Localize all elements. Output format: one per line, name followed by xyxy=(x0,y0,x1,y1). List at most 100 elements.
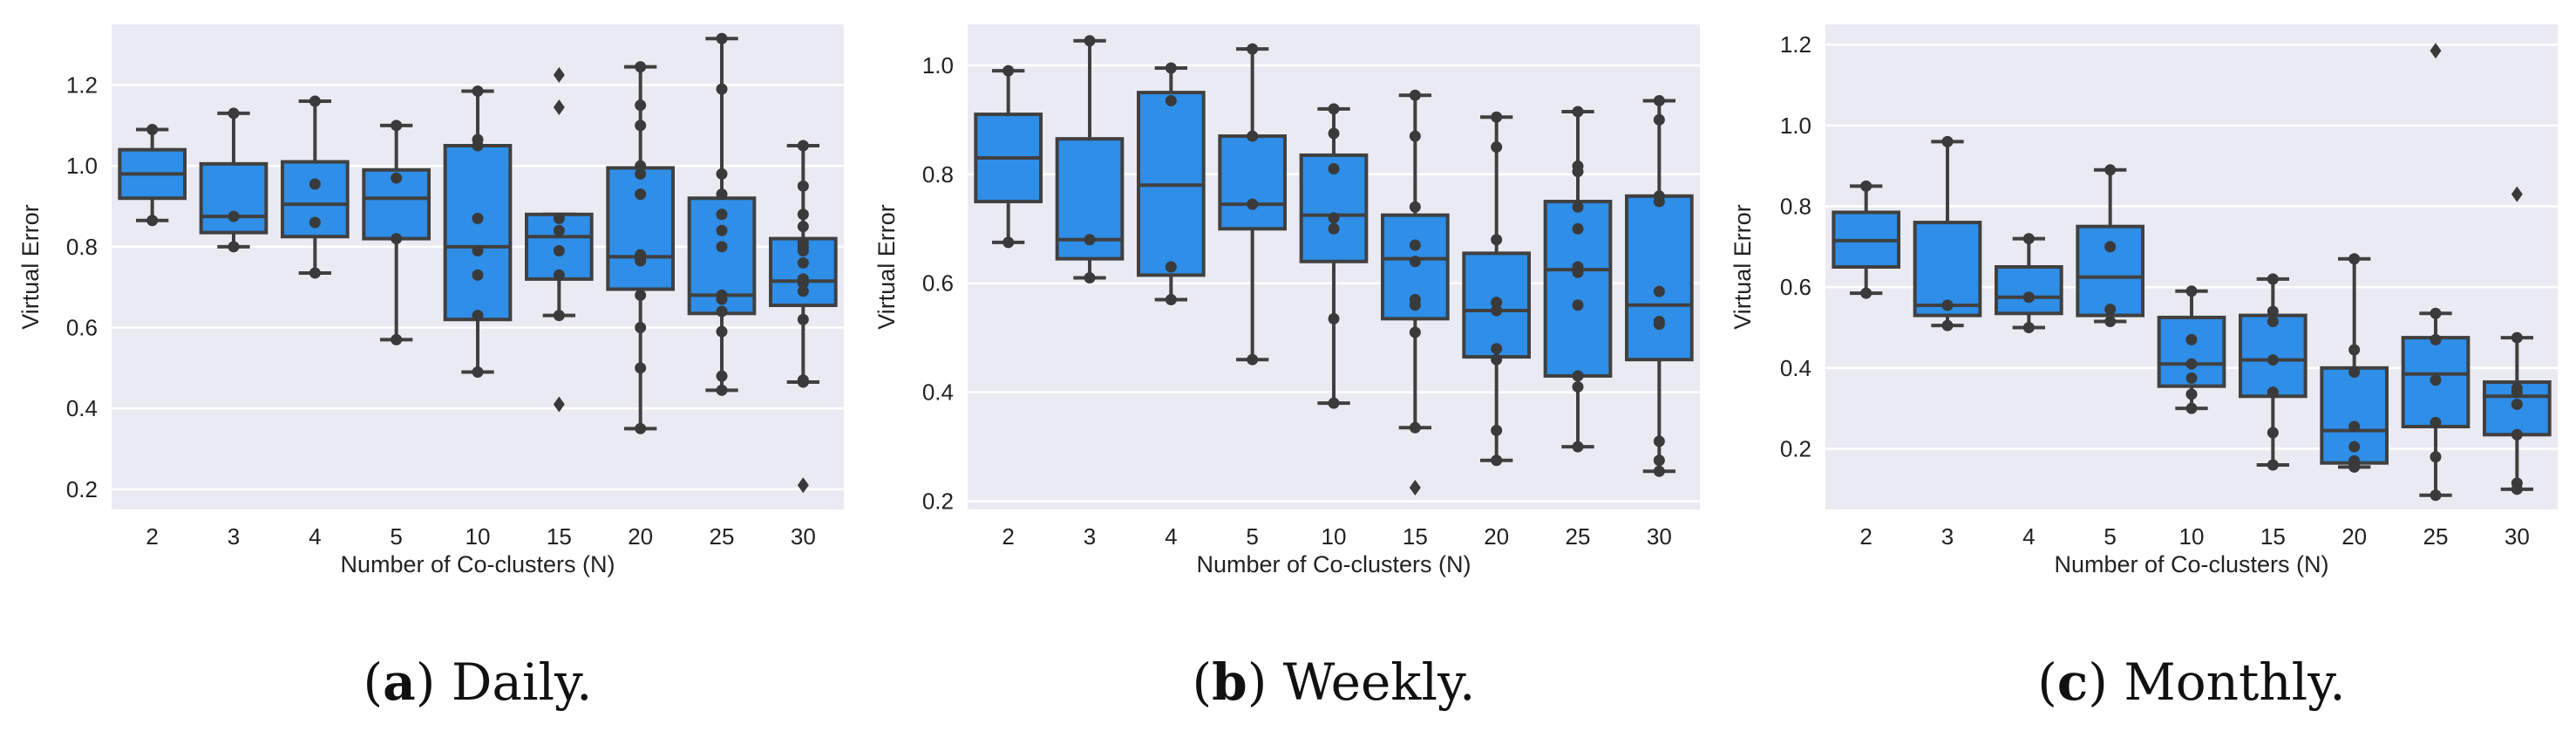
x-tick-label: 3 xyxy=(228,523,240,550)
data-point xyxy=(2104,241,2117,253)
data-point xyxy=(1247,198,1259,210)
data-point xyxy=(1572,261,1584,273)
data-point xyxy=(1409,239,1421,251)
box-group xyxy=(118,123,187,227)
y-tick-label: 0.8 xyxy=(922,161,954,188)
data-point xyxy=(797,313,809,325)
box-group xyxy=(769,140,838,494)
data-point xyxy=(1084,271,1096,284)
data-point xyxy=(391,333,403,345)
x-tick-label: 10 xyxy=(466,523,491,550)
data-point xyxy=(2022,322,2035,333)
data-point xyxy=(1409,89,1421,101)
data-point xyxy=(228,241,240,253)
data-point xyxy=(2267,386,2279,399)
x-tick-label: 3 xyxy=(1941,523,1954,550)
box xyxy=(443,144,513,322)
x-tick-label: 4 xyxy=(1165,523,1177,550)
caption-c: (c) Monthly. xyxy=(2037,652,2345,712)
data-point xyxy=(635,61,647,73)
data-point xyxy=(1328,103,1340,115)
data-point xyxy=(2348,420,2361,433)
box-group xyxy=(606,61,675,434)
box-group xyxy=(199,107,268,253)
data-point xyxy=(2348,366,2361,378)
outlier-marker xyxy=(2511,186,2523,202)
data-point xyxy=(2267,305,2279,318)
data-point xyxy=(1165,261,1177,273)
data-point xyxy=(228,107,240,120)
data-point xyxy=(716,167,728,180)
data-point xyxy=(797,236,809,249)
box xyxy=(199,161,268,235)
data-point xyxy=(1653,435,1665,447)
data-point xyxy=(716,241,728,253)
boxes-a xyxy=(118,32,838,494)
y-tick-label: 1.2 xyxy=(66,72,98,99)
data-point xyxy=(1653,113,1665,126)
box-group xyxy=(974,65,1043,249)
data-point xyxy=(1003,236,1015,249)
data-point xyxy=(1491,343,1503,355)
boxes-c xyxy=(1832,43,2552,502)
data-point xyxy=(716,325,728,338)
x-axis-label-a: Number of Co-clusters (N) xyxy=(340,551,615,577)
box-group xyxy=(281,95,350,279)
data-point xyxy=(2185,402,2198,414)
panel-c: 0.2 0.4 0.6 0.8 1.0 1.2 2 3 4 5 10 15 20 25 30 Number… xyxy=(1730,24,2558,712)
x-tick-label: 10 xyxy=(2179,523,2205,550)
data-point xyxy=(2430,489,2442,502)
box xyxy=(1218,134,1288,231)
data-point xyxy=(1084,35,1096,47)
data-point xyxy=(1491,141,1503,154)
x-tick-label: 5 xyxy=(2104,523,2116,550)
data-point xyxy=(391,172,403,184)
data-point xyxy=(472,212,484,224)
data-point xyxy=(797,256,809,269)
box-group xyxy=(1218,43,1288,366)
x-tick-label: 25 xyxy=(2423,523,2449,550)
data-point xyxy=(2185,388,2198,400)
data-point xyxy=(1165,62,1177,74)
data-point xyxy=(2511,477,2523,489)
x-tick-label: 15 xyxy=(1403,523,1428,550)
box xyxy=(1625,194,1694,362)
x-ticks-c: 2 3 4 5 10 15 20 25 30 xyxy=(1859,523,2529,550)
box-group xyxy=(2483,186,2552,495)
data-point xyxy=(2267,316,2279,328)
data-point xyxy=(1003,65,1015,77)
data-point xyxy=(1860,180,1873,192)
y-tick-label: 1.0 xyxy=(66,153,98,179)
y-tick-label: 0.6 xyxy=(1780,274,1811,300)
data-point xyxy=(2430,374,2442,386)
outlier-marker xyxy=(553,99,565,115)
x-tick-label: 30 xyxy=(2505,523,2530,550)
data-point xyxy=(797,180,809,192)
data-point xyxy=(797,273,809,285)
data-point xyxy=(635,322,647,333)
data-point xyxy=(1328,212,1340,224)
data-point xyxy=(797,374,809,386)
x-tick-label: 2 xyxy=(1859,523,1872,550)
y-tick-label: 1.2 xyxy=(1780,31,1811,58)
data-point xyxy=(1328,127,1340,140)
y-tick-label: 0.6 xyxy=(922,270,954,297)
data-point xyxy=(1653,94,1665,106)
data-point xyxy=(2430,451,2442,463)
boxes-b xyxy=(974,35,1694,496)
y-tick-label: 0.8 xyxy=(1780,194,1811,220)
box xyxy=(606,166,675,291)
x-ticks-b: 2 3 4 5 10 15 20 25 30 xyxy=(1002,523,1671,550)
data-point xyxy=(2267,459,2279,471)
data-point xyxy=(1653,190,1665,202)
data-point xyxy=(391,120,403,132)
data-point xyxy=(1491,304,1503,317)
data-point xyxy=(1572,106,1584,118)
outlier-marker xyxy=(1409,480,1421,496)
box xyxy=(1995,265,2063,316)
data-point xyxy=(1409,256,1421,268)
data-point xyxy=(1491,234,1503,246)
x-tick-label: 2 xyxy=(1002,523,1014,550)
data-point xyxy=(1941,135,1954,147)
box-group xyxy=(2320,253,2389,473)
